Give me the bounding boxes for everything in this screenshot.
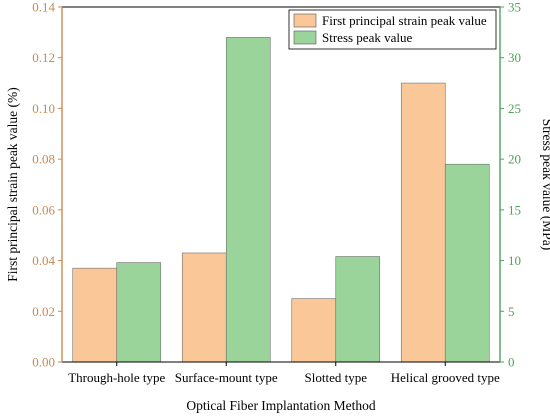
left-tick-label: 0.06: [32, 202, 55, 217]
right-tick-label: 0: [508, 355, 515, 370]
left-tick-label: 0.10: [32, 101, 55, 116]
strain-bar-1: [72, 267, 118, 363]
right-tick-label: 35: [508, 0, 521, 15]
left-tick-label: 0.00: [32, 355, 55, 370]
right-tick-label: 10: [508, 253, 521, 268]
stress-bar-1: [116, 262, 162, 363]
stress-bar-4: [444, 163, 490, 363]
x-tick-label: Surface-mount type: [175, 370, 278, 385]
strain-bar-4: [400, 82, 446, 363]
legend-label-stress: Stress peak value: [322, 30, 412, 45]
strain-bar-2: [181, 252, 227, 363]
stress-bar-3: [335, 256, 381, 363]
bars-layer: [72, 37, 490, 363]
left-tick-label: 0.08: [32, 152, 55, 167]
left-tick-label: 0.02: [32, 304, 55, 319]
right-tick-label: 5: [508, 304, 515, 319]
legend-label-strain: First principal strain peak value: [322, 13, 487, 28]
x-tick-label: Slotted type: [305, 370, 368, 385]
stress-bar-2: [225, 37, 271, 363]
x-tick-label: Helical grooved type: [391, 370, 500, 385]
left-tick-label: 0.14: [32, 0, 55, 15]
legend-swatch-stress: [293, 30, 317, 45]
legend-frame: [288, 9, 497, 50]
left-tick-label: 0.04: [32, 253, 55, 268]
left-y-axis-title: First principal strain peak value (%): [5, 87, 20, 282]
x-tick-label: Through-hole type: [68, 370, 165, 385]
right-y-axis-title: Stress peak value (MPa): [540, 119, 550, 251]
right-tick-label: 20: [508, 152, 521, 167]
right-tick-label: 30: [508, 50, 521, 65]
right-y-axis-ticks: 0 5 10 15 20 25 30 35: [500, 0, 521, 370]
right-tick-label: 15: [508, 202, 521, 217]
x-axis-title: Optical Fiber Implantation Method: [186, 398, 376, 413]
strain-bar-3: [291, 298, 337, 363]
left-y-axis-ticks: 0.00 0.02 0.04 0.06 0.08 0.10 0.12 0.14: [32, 0, 62, 370]
left-tick-label: 0.12: [32, 50, 55, 65]
right-tick-label: 25: [508, 101, 521, 116]
legend-swatch-strain: [293, 13, 317, 28]
legend: First principal strain peak value Stress…: [288, 9, 497, 50]
x-axis-ticks: Through-hole type Surface-mount type Slott…: [68, 362, 500, 385]
